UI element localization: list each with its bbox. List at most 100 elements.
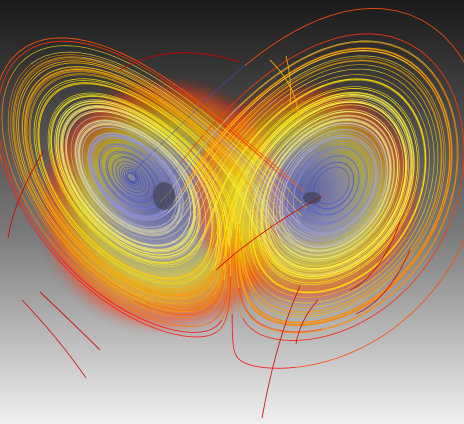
trajectory-strand <box>238 41 458 330</box>
trajectory-strand <box>79 124 179 209</box>
trajectory-strand <box>231 314 236 353</box>
trajectory-strand <box>127 172 134 181</box>
trajectory-strand <box>110 232 212 279</box>
trajectory-strand <box>123 200 200 258</box>
trajectory-strand <box>154 214 215 283</box>
trajectory-strand <box>126 171 134 182</box>
trajectory-strand <box>25 70 253 226</box>
trajectory-strand <box>78 123 191 189</box>
trajectory-strand <box>129 167 144 191</box>
trajectory-strand <box>300 147 367 206</box>
trajectory-strand <box>268 124 386 211</box>
trajectory-strand <box>48 78 264 232</box>
left-wing-eye <box>153 182 175 210</box>
trajectory-strand <box>261 153 292 271</box>
stray-trajectory <box>119 52 241 71</box>
trajectory-strand <box>221 91 365 246</box>
trajectory-strand <box>116 157 155 198</box>
trajectory-strand <box>134 65 246 175</box>
trajectory-strand <box>292 173 378 236</box>
trajectory-strand <box>251 225 339 292</box>
trajectory-strand <box>90 153 174 218</box>
trajectory-strand <box>87 183 180 232</box>
trajectory-strand <box>58 183 202 268</box>
trajectory-strand <box>192 163 247 280</box>
trajectory-strand <box>70 236 217 297</box>
trajectory-strand <box>2 162 217 338</box>
trajectory-strand <box>257 231 372 284</box>
trajectory-strand <box>89 134 180 195</box>
trajectory-strand <box>37 82 220 255</box>
trajectory-strand <box>78 210 207 264</box>
trajectory-strand <box>256 115 381 232</box>
trajectory-strand <box>232 221 270 310</box>
trajectory-strand <box>145 121 223 261</box>
trajectory-strand <box>70 115 160 240</box>
trajectory-strand <box>172 142 221 271</box>
trajectory-strand <box>58 103 218 200</box>
right-wing-eye <box>303 192 321 204</box>
wing-eyes <box>153 182 321 210</box>
trajectory-strand <box>242 163 264 288</box>
trajectory-strands <box>0 7 464 369</box>
trajectory-strand <box>61 106 174 244</box>
trajectory-strand <box>265 216 369 271</box>
trajectory-strand <box>49 95 181 266</box>
trajectory-strand <box>55 100 187 247</box>
trajectory-strand <box>276 197 372 235</box>
trajectory-strand <box>284 137 398 260</box>
trajectory-strand <box>200 246 231 317</box>
trajectory-strand <box>218 181 256 293</box>
trajectory-strand <box>252 188 275 226</box>
trajectory-strand <box>10 54 229 302</box>
trajectory-strand <box>261 79 426 287</box>
trajectory-strand <box>271 119 392 223</box>
trajectory-strand <box>50 95 219 219</box>
trajectory-strand <box>75 120 198 201</box>
trajectory-strand <box>21 66 229 281</box>
trajectory-strand <box>0 40 286 261</box>
trajectory-strand <box>285 120 391 240</box>
trajectory-strand <box>64 143 189 247</box>
trajectory-strand <box>282 157 320 248</box>
trajectory-strand <box>265 127 327 254</box>
trajectory-strand <box>262 72 459 334</box>
trajectory-strand <box>121 166 134 188</box>
trajectory-strand <box>50 95 221 211</box>
trajectory-strand <box>1 71 206 327</box>
trajectory-strand <box>184 47 453 229</box>
trajectory-strand <box>123 168 133 186</box>
trajectory-strand <box>144 269 225 312</box>
trajectory-strand <box>115 161 141 194</box>
trajectory-strand <box>119 260 221 300</box>
trajectory-strand <box>66 115 175 246</box>
trajectory-strand <box>311 118 392 253</box>
trajectory-strand <box>306 94 413 277</box>
trajectory-strand <box>302 137 376 227</box>
trajectory-strand <box>278 204 372 252</box>
trajectory-strand <box>90 135 180 205</box>
trajectory-strand <box>278 73 435 304</box>
trajectory-strand <box>131 138 182 232</box>
trajectory-strand <box>81 127 141 227</box>
trajectory-strand <box>290 129 395 255</box>
trajectory-strand <box>235 164 259 288</box>
trajectory-strand <box>228 95 368 245</box>
trajectory-strand <box>35 80 165 281</box>
trajectory-strand <box>230 200 279 298</box>
trajectory-strand <box>181 48 452 195</box>
trajectory-strand <box>280 98 420 286</box>
trajectory-strand <box>16 60 193 303</box>
trajectory-strand <box>83 111 213 234</box>
trajectory-strand <box>277 64 439 308</box>
trajectory-strand <box>292 191 373 234</box>
trajectory-strand <box>189 244 229 312</box>
trajectory-strand <box>219 163 297 275</box>
trajectory-strand <box>131 171 140 186</box>
trajectory-strand <box>153 257 226 307</box>
stray-trajectory <box>7 149 45 239</box>
trajectory-strand <box>54 102 180 260</box>
stray-trajectory <box>215 195 323 271</box>
